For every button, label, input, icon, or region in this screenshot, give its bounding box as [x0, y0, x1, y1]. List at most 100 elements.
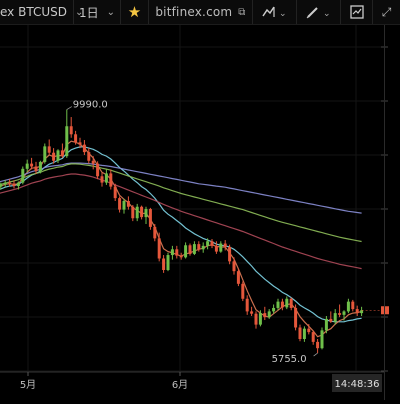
candle-body — [16, 182, 20, 187]
chevron-down-icon: ⌄ — [74, 6, 84, 18]
candle-body — [333, 313, 337, 322]
candle-body — [360, 310, 364, 314]
candle-body — [47, 146, 51, 153]
symbol-label: ex BTCUSD — [0, 5, 67, 19]
candle-body — [351, 301, 355, 310]
candle-body — [100, 176, 104, 183]
moving-average-line-1 — [0, 146, 362, 323]
candle-body — [236, 271, 240, 284]
high-marker-line — [66, 106, 73, 110]
candle-body — [250, 311, 254, 314]
candle-body — [324, 318, 328, 331]
timeframe-selector[interactable]: 1日 ⌄ — [74, 0, 121, 24]
candle-body — [162, 258, 166, 270]
star-icon: ★ — [127, 3, 142, 21]
candle-body — [52, 152, 56, 161]
candle-body — [276, 301, 280, 308]
candle-body — [258, 313, 262, 325]
candle-body — [228, 247, 232, 262]
candle-body — [166, 255, 170, 270]
candle-body — [140, 206, 144, 218]
svg-text:⌄: ⌄ — [279, 9, 287, 19]
candle-body — [307, 328, 311, 333]
candle-body — [82, 144, 86, 153]
candle-body — [25, 163, 29, 169]
favorite-button[interactable]: ★ — [121, 0, 149, 24]
candle-body — [109, 173, 113, 187]
candle-body — [219, 243, 223, 252]
candle-body — [0, 184, 3, 187]
candle-body — [206, 241, 210, 246]
candle-body — [78, 142, 82, 145]
indicators-button[interactable]: ⌄ — [253, 0, 297, 24]
candle-body — [126, 201, 130, 207]
candle-body — [96, 163, 100, 177]
candle-body — [245, 298, 249, 312]
candle-body — [69, 126, 73, 135]
candle-body — [38, 161, 42, 172]
fullscreen-icon: ⤢ — [381, 4, 392, 19]
candle-body — [118, 198, 122, 210]
candle-body — [232, 261, 236, 272]
candle-body — [346, 301, 350, 312]
candle-body — [135, 206, 139, 219]
candle-body — [329, 318, 333, 322]
current-time-label: 14:48:36 — [335, 379, 380, 390]
snapshot-button[interactable] — [341, 0, 373, 24]
indicator-icon: ⌄ — [261, 6, 287, 19]
chart-canvas[interactable]: 9990.0 5755.0 5月 6月 14:48:36 — [0, 25, 400, 400]
high-price-label: 9990.0 — [73, 100, 108, 111]
site-label: bitfinex.com — [155, 5, 233, 19]
candle-body — [144, 209, 148, 218]
candle-body — [3, 182, 7, 185]
last-price-marker — [381, 306, 389, 315]
low-marker-line — [313, 352, 318, 357]
candle-body — [294, 307, 298, 328]
drawing-tools-button[interactable]: ⌄ — [297, 0, 341, 24]
current-time-box — [332, 374, 382, 392]
candle-body — [74, 134, 78, 143]
candle-body — [87, 152, 91, 161]
candle-body — [197, 244, 201, 250]
candle-body — [355, 309, 359, 314]
moving-average-line-4 — [0, 163, 362, 243]
candle-body — [131, 206, 135, 219]
candle-body — [43, 146, 47, 162]
chevron-down-icon: ⌄ — [106, 6, 116, 18]
candle-body — [175, 249, 179, 256]
candle-body — [263, 313, 267, 318]
candle-body — [184, 245, 188, 258]
price-chart[interactable]: 9990.0 5755.0 5月 6月 14:48:36 — [0, 25, 400, 400]
candle-body — [65, 126, 69, 157]
candle-body — [170, 249, 174, 256]
external-link-icon: ⧉ — [238, 6, 246, 18]
price-axis-divider — [384, 25, 385, 400]
svg-text:⌄: ⌄ — [323, 9, 331, 19]
time-tick-label: 5月 — [20, 379, 36, 391]
moving-average-line-5 — [0, 173, 362, 270]
candle-body — [214, 245, 218, 252]
pencil-icon: ⌄ — [306, 7, 331, 19]
candle-body — [267, 311, 271, 318]
candle-body — [298, 327, 302, 339]
candle-body — [148, 209, 152, 227]
candle-body — [12, 183, 16, 187]
candle-body — [153, 226, 157, 239]
candle-body — [157, 238, 161, 259]
candle-body — [342, 311, 346, 315]
moving-average-line-2 — [0, 140, 362, 338]
candle-body — [320, 330, 324, 349]
candle-body — [104, 173, 108, 183]
candle-body — [241, 283, 245, 299]
time-tick-label: 6月 — [172, 379, 188, 391]
candle-body — [56, 150, 60, 161]
site-link[interactable]: bitfinex.com ⧉ — [149, 0, 253, 24]
low-price-label: 5755.0 — [272, 354, 307, 365]
candle-body — [21, 168, 25, 183]
fullscreen-button[interactable]: ⤢ — [373, 0, 400, 24]
candle-body — [30, 163, 34, 167]
candle-body — [34, 166, 38, 172]
candle-body — [210, 241, 214, 246]
symbol-selector[interactable]: ex BTCUSD ⌄ — [0, 0, 83, 24]
timeframe-label: 1日 — [78, 5, 99, 20]
